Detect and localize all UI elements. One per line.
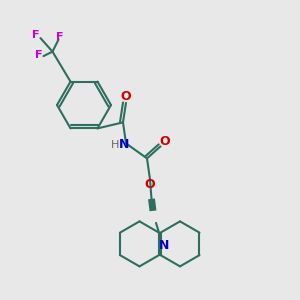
Text: F: F bbox=[56, 32, 64, 42]
Text: F: F bbox=[32, 30, 40, 40]
Text: F: F bbox=[35, 50, 43, 60]
Text: N: N bbox=[119, 138, 130, 152]
Text: H: H bbox=[111, 140, 120, 150]
Text: O: O bbox=[145, 178, 155, 191]
Text: O: O bbox=[121, 90, 131, 104]
Text: O: O bbox=[160, 135, 170, 148]
Text: N: N bbox=[159, 239, 170, 252]
